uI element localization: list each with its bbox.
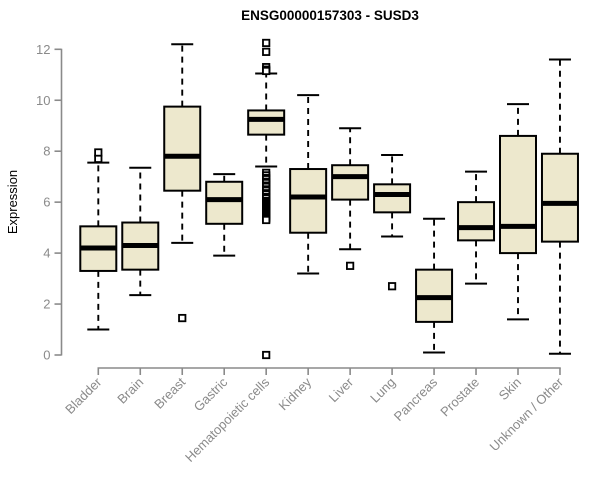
boxplot-kidney (289, 94, 328, 275)
x-tick-label-kidney: Kidney (276, 374, 315, 413)
boxplot-unknown-other (540, 58, 579, 355)
boxplot-brain (121, 166, 160, 297)
x-tick-label-liver: Liver (326, 374, 357, 405)
x-tick-label-bladder: Bladder (62, 374, 105, 417)
boxplot-prostate (457, 170, 496, 285)
box (457, 201, 496, 242)
outlier-point (262, 66, 271, 76)
box (163, 105, 202, 192)
boxplots-layer (79, 38, 579, 360)
boxplot-skin (499, 103, 537, 321)
y-tick-label: 4 (43, 246, 50, 261)
outlier-point (262, 38, 271, 48)
box (373, 183, 412, 214)
x-tick-label-breast: Breast (151, 374, 188, 411)
outlier-point (262, 350, 271, 360)
outlier-point (94, 154, 103, 163)
outlier-point (387, 282, 397, 291)
box (205, 180, 244, 225)
box (247, 109, 286, 136)
x-tick-label-unknown-other: Unknown / Other (487, 374, 567, 454)
box (540, 152, 579, 243)
boxplot-liver (331, 127, 370, 270)
boxplot-bladder (79, 148, 118, 331)
x-tick-label-lung: Lung (367, 375, 398, 406)
boxplot-lung (373, 154, 412, 291)
boxplot-hematopoietic-cells (247, 38, 286, 360)
y-tick-label: 10 (36, 93, 50, 108)
outlier-point (262, 215, 271, 225)
x-tick-label-skin: Skin (496, 375, 524, 403)
x-tick-label-prostate: Prostate (437, 375, 482, 420)
y-tick-label: 12 (36, 42, 50, 57)
outlier-point (178, 313, 187, 323)
y-tick-label: 0 (43, 348, 50, 363)
boxplot-pancreas (415, 217, 454, 354)
box (289, 168, 328, 234)
y-tick-label: 6 (43, 195, 50, 210)
boxplot-gastric (205, 173, 244, 257)
x-tick-label-gastric: Gastric (191, 374, 231, 414)
outlier-point (262, 47, 271, 56)
boxplot-breast (163, 43, 202, 323)
outlier-point (346, 261, 355, 270)
x-tick-label-pancreas: Pancreas (391, 374, 441, 424)
y-tick-label: 2 (43, 297, 50, 312)
y-axis-label: Expression (5, 170, 20, 234)
chart-title: ENSG00000157303 - SUSD3 (241, 8, 419, 23)
box (499, 134, 537, 255)
box (331, 164, 370, 201)
outlier-point (94, 148, 103, 157)
x-tick-label-brain: Brain (114, 375, 146, 407)
y-tick-label: 8 (43, 144, 50, 159)
